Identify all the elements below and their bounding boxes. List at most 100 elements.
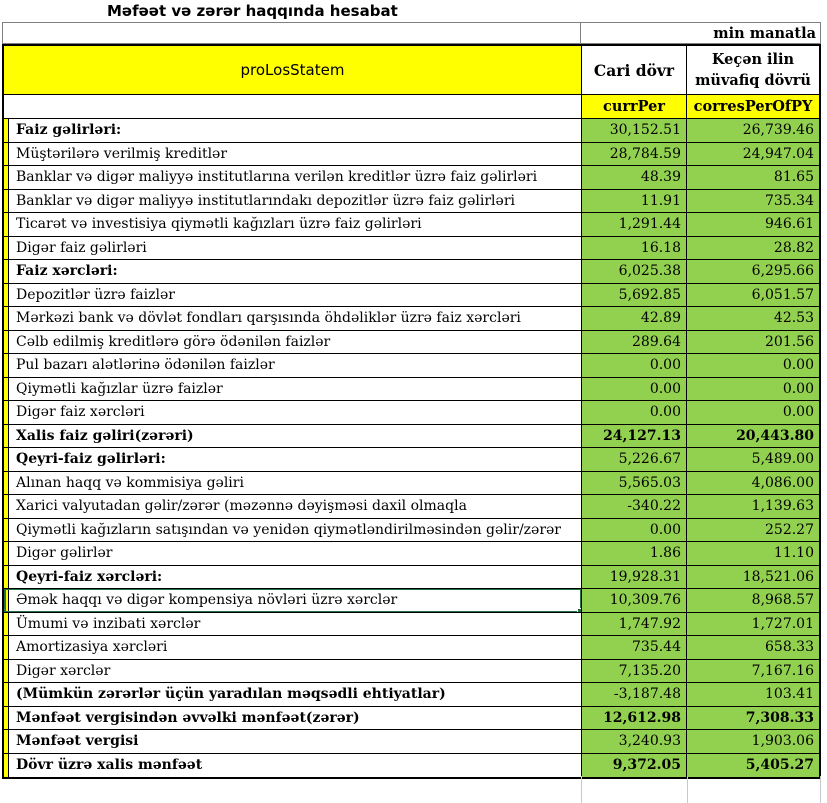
value-cell-current[interactable]: 28,784.59 (582, 142, 687, 165)
value-cell-previous[interactable]: 1,727.01 (687, 612, 819, 635)
row-label-text: Qiymətli kağızlar üzrə faizlər (16, 380, 223, 397)
value-cell-previous[interactable]: 24,947.04 (687, 142, 819, 165)
value-cell-current[interactable]: 11.91 (582, 189, 687, 212)
value-cell-previous[interactable]: 11.10 (687, 542, 819, 565)
value-cell-current[interactable]: 19,928.31 (582, 565, 687, 588)
value-cell-current[interactable]: -340.22 (582, 495, 687, 518)
value-cell-previous[interactable]: 6,051.57 (687, 283, 819, 306)
row-label-cell[interactable]: Qeyri-faiz xərcləri: (4, 565, 582, 588)
row-label-cell[interactable]: Digər faiz xərcləri (4, 401, 582, 424)
table-row: Faiz xərcləri: 6,025.38 6,295.66 (4, 260, 819, 284)
row-label-cell[interactable]: Xalis faiz gəliri(zərəri) (4, 424, 582, 447)
row-accent-strip (4, 659, 9, 682)
value-cell-current[interactable]: 30,152.51 (582, 119, 687, 142)
value-cell-current[interactable]: 5,226.67 (582, 448, 687, 471)
row-label-cell[interactable]: Faiz gəlirləri: (4, 119, 582, 142)
column-header-previous[interactable]: Keçən ilin müvafiq dövrü (687, 46, 819, 94)
row-label-cell[interactable]: Alınan haqq və kommisiya gəliri (4, 471, 582, 494)
row-label-cell[interactable]: Banklar və digər maliyyə institutlarına … (4, 166, 582, 189)
code-cell-previous[interactable]: corresPerOfPY (687, 95, 819, 118)
statement-name-cell[interactable]: proLosStatem (4, 46, 582, 94)
value-cell-current[interactable]: 1,747.92 (582, 612, 687, 635)
value-cell-previous[interactable]: 20,443.80 (687, 424, 819, 447)
row-label-cell[interactable]: Digər faiz gəlirləri (4, 236, 582, 259)
row-label-cell[interactable]: Mənfəət vergisindən əvvəlki mənfəət(zərə… (4, 706, 582, 729)
value-cell-current[interactable]: 5,565.03 (582, 471, 687, 494)
value-cell-previous[interactable]: 6,295.66 (687, 260, 819, 283)
row-label-cell[interactable]: Faiz xərcləri: (4, 260, 582, 283)
value-cell-previous[interactable]: 18,521.06 (687, 565, 819, 588)
row-label-cell[interactable]: Dövr üzrə xalis mənfəət (4, 753, 582, 777)
row-label-cell[interactable]: (Mümkün zərərlər üçün yaradılan məqsədli… (4, 683, 582, 706)
value-cell-current[interactable]: 0.00 (582, 354, 687, 377)
value-cell-previous[interactable]: 5,405.27 (687, 753, 819, 777)
row-label-cell[interactable]: Qiymətli kağızlar üzrə faizlər (4, 377, 582, 400)
value-cell-current[interactable]: 12,612.98 (582, 706, 687, 729)
value-cell-previous[interactable]: 1,139.63 (687, 495, 819, 518)
row-label-text: Xarici valyutadan gəlir/zərər (məzənnə d… (16, 498, 467, 515)
row-label-cell[interactable]: Qiymətli kağızların satışından və yenidə… (4, 518, 582, 541)
row-accent-strip (4, 260, 9, 283)
value-cell-current[interactable]: 10,309.76 (582, 589, 687, 612)
value-cell-previous[interactable]: 946.61 (687, 213, 819, 236)
value-cell-current[interactable]: 1.86 (582, 542, 687, 565)
unit-note-cell[interactable]: min manatla (713, 24, 816, 42)
row-label-cell[interactable]: Ümumi və inzibati xərclər (4, 612, 582, 635)
value-cell-previous[interactable]: 0.00 (687, 401, 819, 424)
column-header-current[interactable]: Cari dövr (582, 46, 687, 94)
value-cell-current[interactable]: 0.00 (582, 377, 687, 400)
row-label-cell[interactable]: Digər xərclər (4, 659, 582, 682)
value-cell-current[interactable]: 3,240.93 (582, 730, 687, 753)
value-cell-previous[interactable]: 103.41 (687, 683, 819, 706)
row-accent-strip (4, 189, 9, 212)
code-row-empty-cell[interactable] (4, 95, 582, 118)
unit-row-empty-cell[interactable] (3, 23, 581, 43)
value-cell-current[interactable]: 289.64 (582, 330, 687, 353)
value-cell-previous[interactable]: 5,489.00 (687, 448, 819, 471)
row-label-cell[interactable]: Qeyri-faiz gəlirləri: (4, 448, 582, 471)
report-title[interactable]: Məfəət və zərər haqqında hesabat (107, 2, 398, 20)
row-label-cell[interactable]: Mənfəət vergisi (4, 730, 582, 753)
value-cell-current[interactable]: 5,692.85 (582, 283, 687, 306)
row-label-cell[interactable]: Depozitlər üzrə faizlər (4, 283, 582, 306)
value-cell-previous[interactable]: 7,308.33 (687, 706, 819, 729)
value-cell-previous[interactable]: 28.82 (687, 236, 819, 259)
value-cell-previous[interactable]: 8,968.57 (687, 589, 819, 612)
value-cell-current[interactable]: 6,025.38 (582, 260, 687, 283)
row-label-cell[interactable]: Digər gəlirlər (4, 542, 582, 565)
row-accent-strip (4, 377, 9, 400)
value-cell-previous[interactable]: 201.56 (687, 330, 819, 353)
row-label-cell[interactable]: Pul bazarı alətlərinə ödənilən faizlər (4, 354, 582, 377)
value-cell-current[interactable]: 0.00 (582, 401, 687, 424)
value-cell-current[interactable]: 7,135.20 (582, 659, 687, 682)
value-cell-current[interactable]: 9,372.05 (582, 753, 687, 777)
value-cell-current[interactable]: 42.89 (582, 307, 687, 330)
value-cell-current[interactable]: 735.44 (582, 636, 687, 659)
value-cell-current[interactable]: 24,127.13 (582, 424, 687, 447)
value-cell-previous[interactable]: 0.00 (687, 377, 819, 400)
value-cell-previous[interactable]: 658.33 (687, 636, 819, 659)
row-label-cell[interactable]: Cəlb edilmiş kreditlərə görə ödənilən fa… (4, 330, 582, 353)
row-label-cell[interactable]: Amortizasiya xərcləri (4, 636, 582, 659)
value-cell-previous[interactable]: 81.65 (687, 166, 819, 189)
value-cell-previous[interactable]: 42.53 (687, 307, 819, 330)
value-cell-current[interactable]: 0.00 (582, 518, 687, 541)
row-label-cell[interactable]: Əmək haqqı və digər kompensiya növləri ü… (4, 589, 582, 612)
value-cell-current[interactable]: 48.39 (582, 166, 687, 189)
value-cell-previous[interactable]: 4,086.00 (687, 471, 819, 494)
value-cell-previous[interactable]: 1,903.06 (687, 730, 819, 753)
row-label-cell[interactable]: Müştərilərə verilmiş kreditlər (4, 142, 582, 165)
value-cell-previous[interactable]: 735.34 (687, 189, 819, 212)
value-cell-previous[interactable]: 0.00 (687, 354, 819, 377)
value-cell-current[interactable]: 16.18 (582, 236, 687, 259)
value-cell-previous[interactable]: 26,739.46 (687, 119, 819, 142)
row-label-cell[interactable]: Ticarət və investisiya qiymətli kağızlar… (4, 213, 582, 236)
code-cell-current[interactable]: currPer (582, 95, 687, 118)
row-label-cell[interactable]: Banklar və digər maliyyə institutlarında… (4, 189, 582, 212)
row-label-cell[interactable]: Mərkəzi bank və dövlət fondları qarşısın… (4, 307, 582, 330)
value-cell-previous[interactable]: 252.27 (687, 518, 819, 541)
value-cell-previous[interactable]: 7,167.16 (687, 659, 819, 682)
value-cell-current[interactable]: 1,291.44 (582, 213, 687, 236)
value-cell-current[interactable]: -3,187.48 (582, 683, 687, 706)
row-label-cell[interactable]: Xarici valyutadan gəlir/zərər (məzənnə d… (4, 495, 582, 518)
